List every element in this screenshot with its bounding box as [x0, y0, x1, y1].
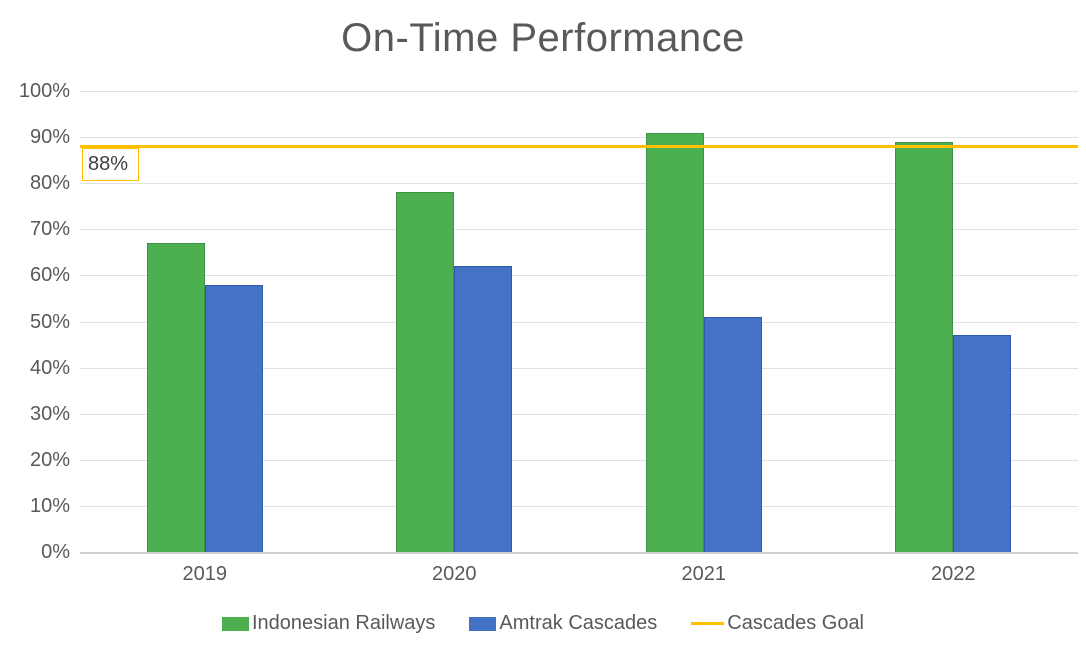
goal-value-annotation: 88% [82, 148, 140, 182]
x-tick-label-2022: 2022 [931, 563, 976, 585]
gridline-20% [80, 459, 1078, 461]
cascades-goal-line [80, 144, 1078, 148]
legend-item-amtrak-cascades: Amtrak Cascades [469, 612, 657, 635]
x-tick-label-2019: 2019 [182, 563, 228, 585]
bar-group-2021 [579, 91, 829, 552]
bar-amtrak-cascades-2022 [953, 335, 1012, 552]
gridline-80% [80, 183, 1078, 185]
y-tick-label-20%: 20% [29, 448, 70, 471]
bar-group-2022 [829, 91, 1079, 552]
bar-indonesian-railways-2022 [895, 141, 954, 552]
bar-group-2020 [330, 91, 580, 552]
y-tick-label-80%: 80% [29, 172, 70, 195]
y-tick-label-40%: 40% [29, 356, 70, 379]
bar-amtrak-cascades-2021 [703, 316, 762, 552]
y-tick-label-0%: 0% [41, 541, 70, 563]
bar-amtrak-cascades-2020 [454, 266, 513, 552]
amtrak-cascades-swatch-icon [469, 616, 497, 631]
y-tick-label-60%: 60% [29, 264, 70, 287]
y-tick-label-50%: 50% [29, 310, 70, 333]
chart-title: On-Time Performance [341, 16, 745, 60]
bar-indonesian-railways-2021 [645, 132, 704, 552]
legend-label-cascades-goal: Cascades Goal [727, 612, 865, 634]
y-tick-label-70%: 70% [29, 218, 70, 241]
x-tick-label-2020: 2020 [432, 563, 477, 585]
bar-amtrak-cascades-2019 [204, 284, 263, 552]
gridline-10% [80, 505, 1078, 507]
legend-item-indonesian-railways: Indonesian Railways [221, 612, 436, 635]
legend-label-amtrak-cascades: Amtrak Cascades [499, 612, 658, 634]
gridline-50% [80, 321, 1078, 323]
gridline-40% [80, 367, 1078, 369]
bar-indonesian-railways-2019 [146, 243, 205, 552]
x-tick-label-2021: 2021 [681, 563, 727, 585]
legend-label-indonesian-railways: Indonesian Railways [251, 612, 436, 634]
gridline-100% [80, 91, 1078, 92]
cascades-goal-line-icon [691, 621, 725, 626]
gridline-70% [80, 229, 1078, 231]
gridline-30% [80, 413, 1078, 415]
y-tick-label-90%: 90% [29, 126, 70, 149]
legend-item-cascades-goal: Cascades Goal [691, 612, 864, 635]
plot-area: 88% [80, 91, 1078, 554]
y-tick-label-10%: 10% [29, 494, 70, 517]
indonesian-railways-swatch-icon [221, 616, 249, 631]
bar-indonesian-railways-2020 [396, 192, 455, 552]
legend: Indonesian Railways Amtrak Cascades Casc… [0, 612, 1086, 635]
y-tick-label-100%: 100% [18, 80, 70, 102]
y-tick-label-30%: 30% [29, 402, 70, 425]
y-axis: 0% 10% 20% 30% 40% 50% 60% 70% 80% 90% 100% [0, 0, 70, 651]
x-axis: 2019 2020 2021 2022 [80, 563, 1078, 593]
gridline-60% [80, 275, 1078, 277]
bar-group-2019 [80, 91, 330, 552]
gridline-90% [80, 137, 1078, 139]
